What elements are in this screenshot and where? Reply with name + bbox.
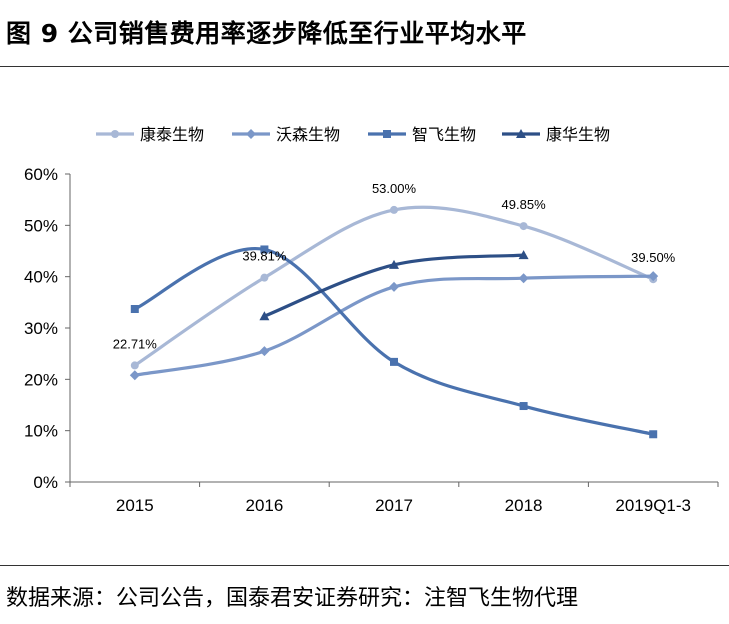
data-point — [519, 222, 528, 231]
data-point — [649, 430, 658, 439]
data-point — [519, 402, 528, 411]
data-point — [389, 259, 399, 269]
data-point — [129, 370, 140, 381]
y-tick-label: 30% — [24, 319, 58, 338]
data-point — [390, 205, 398, 214]
x-tick-label: 2015 — [116, 496, 154, 515]
data-point — [130, 361, 139, 370]
data-point — [389, 281, 399, 292]
data-point — [260, 245, 269, 254]
data-point — [259, 311, 270, 321]
data-point — [130, 305, 139, 314]
legend-marker — [246, 129, 256, 139]
y-tick-label: 40% — [24, 268, 58, 287]
legend-label: 智飞生物 — [412, 125, 476, 144]
legend-label: 沃森生物 — [276, 125, 340, 144]
y-tick-label: 10% — [24, 422, 58, 441]
y-tick-label: 60% — [24, 165, 58, 184]
figure-title: 图 9 公司销售费用率逐步降低至行业平均水平 — [6, 19, 527, 48]
data-point — [390, 357, 398, 366]
y-tick-label: 50% — [24, 216, 58, 235]
data-point — [648, 271, 659, 282]
title-rule — [0, 66, 729, 67]
data-label: 39.81% — [242, 249, 287, 264]
legend-label: 康泰生物 — [140, 125, 204, 144]
data-point — [518, 273, 529, 284]
x-tick-label: 2016 — [245, 496, 283, 515]
data-label: 49.85% — [502, 197, 547, 212]
x-tick-label: 2018 — [505, 496, 543, 515]
y-tick-label: 0% — [33, 473, 58, 492]
data-label: 22.71% — [113, 336, 158, 351]
source-rule — [0, 565, 729, 566]
data-point — [518, 250, 529, 260]
legend-marker — [383, 130, 391, 138]
source-note: 数据来源：公司公告，国泰君安证券研究：注智飞生物代理 — [6, 586, 579, 611]
legend-marker — [516, 129, 526, 138]
x-tick-label: 2019Q1-3 — [615, 496, 691, 515]
line-chart: 0% 10% 20% 30% 40% 50% 60% 2015 2016 2017 2018 2019… — [24, 125, 719, 515]
y-tick-label: 20% — [24, 370, 58, 389]
data-point — [260, 273, 269, 282]
legend-label: 康华生物 — [546, 125, 610, 144]
data-label: 39.50% — [631, 250, 676, 265]
data-point — [259, 346, 270, 357]
data-label: 53.00% — [372, 181, 417, 196]
x-tick-label: 2017 — [375, 496, 413, 515]
legend-marker — [111, 130, 119, 138]
series-line-3 — [134, 246, 654, 436]
